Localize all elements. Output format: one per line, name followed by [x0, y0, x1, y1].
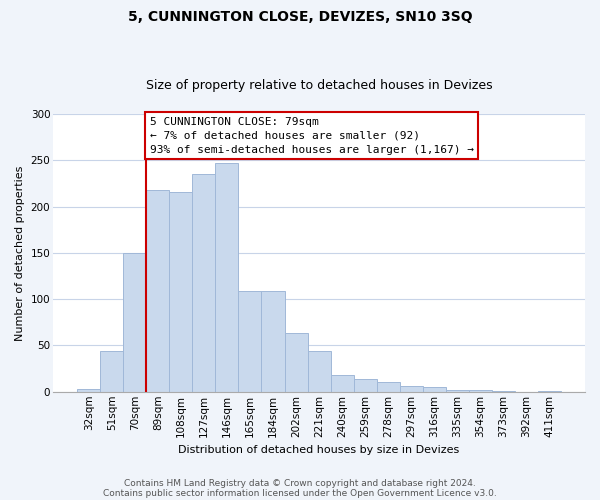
Bar — [262, 291, 284, 392]
Bar — [377, 382, 400, 392]
X-axis label: Distribution of detached houses by size in Devizes: Distribution of detached houses by size … — [178, 445, 460, 455]
Bar — [353, 379, 377, 392]
Text: 5 CUNNINGTON CLOSE: 79sqm
← 7% of detached houses are smaller (92)
93% of semi-d: 5 CUNNINGTON CLOSE: 79sqm ← 7% of detach… — [150, 117, 474, 155]
Bar — [146, 190, 169, 392]
Bar — [469, 390, 492, 392]
Bar — [124, 253, 146, 392]
Bar — [238, 291, 262, 392]
Bar — [215, 163, 238, 392]
Bar — [400, 386, 422, 392]
Bar — [77, 389, 100, 392]
Y-axis label: Number of detached properties: Number of detached properties — [15, 165, 25, 340]
Bar — [492, 391, 515, 392]
Bar — [284, 334, 308, 392]
Bar — [331, 375, 353, 392]
Text: Contains public sector information licensed under the Open Government Licence v3: Contains public sector information licen… — [103, 488, 497, 498]
Bar — [446, 390, 469, 392]
Title: Size of property relative to detached houses in Devizes: Size of property relative to detached ho… — [146, 79, 493, 92]
Text: 5, CUNNINGTON CLOSE, DEVIZES, SN10 3SQ: 5, CUNNINGTON CLOSE, DEVIZES, SN10 3SQ — [128, 10, 472, 24]
Bar — [100, 351, 124, 392]
Bar — [538, 391, 561, 392]
Bar — [308, 351, 331, 392]
Bar — [193, 174, 215, 392]
Bar — [422, 387, 446, 392]
Text: Contains HM Land Registry data © Crown copyright and database right 2024.: Contains HM Land Registry data © Crown c… — [124, 478, 476, 488]
Bar — [169, 192, 193, 392]
